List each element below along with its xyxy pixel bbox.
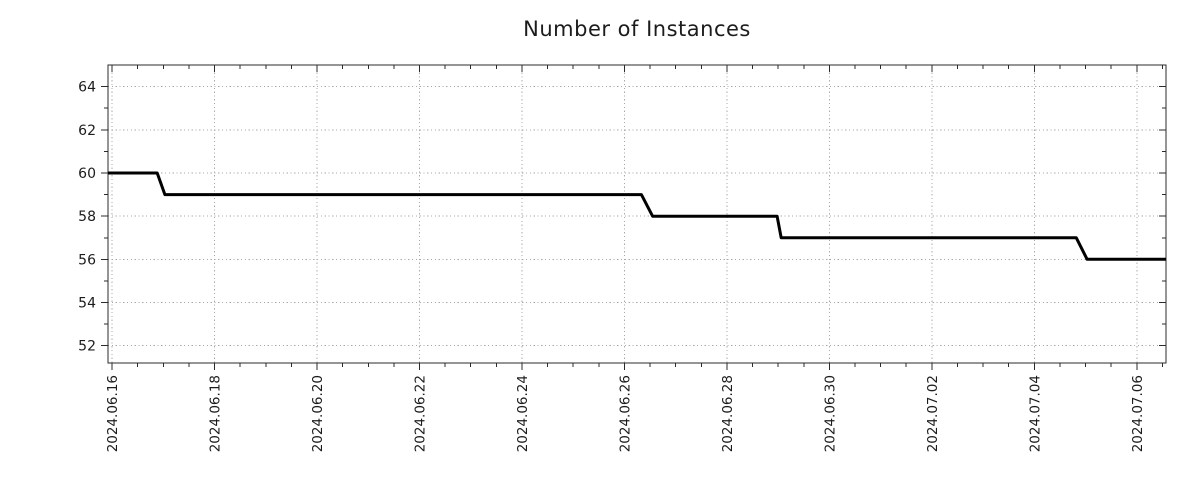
x-tick-label: 2024.06.26 [617,375,633,452]
y-tick-label: 54 [78,296,96,312]
x-tick-label: 2024.06.24 [515,375,531,452]
x-tick-label: 2024.06.16 [105,375,121,452]
x-tick-label: 2024.06.22 [413,375,429,452]
y-tick-label: 62 [78,123,96,139]
x-tick-label: 2024.07.04 [1027,375,1043,452]
y-tick-label: 52 [78,339,96,355]
y-tick-label: 64 [78,80,96,96]
y-tick-label: 56 [78,252,96,268]
x-tick-label: 2024.06.18 [208,375,224,452]
plot-frame [107,64,1167,364]
chart-title: Number of Instances [523,17,751,41]
x-tick-label: 2024.07.06 [1130,375,1146,452]
x-tick-label: 2024.06.20 [310,375,326,452]
y-tick-label: 58 [78,209,96,225]
x-tick-label: 2024.06.30 [822,375,838,452]
y-tick-label: 60 [78,166,96,182]
data-line [108,171,1166,261]
x-tick-label: 2024.06.28 [720,375,736,452]
x-tick-label: 2024.07.02 [925,375,941,452]
